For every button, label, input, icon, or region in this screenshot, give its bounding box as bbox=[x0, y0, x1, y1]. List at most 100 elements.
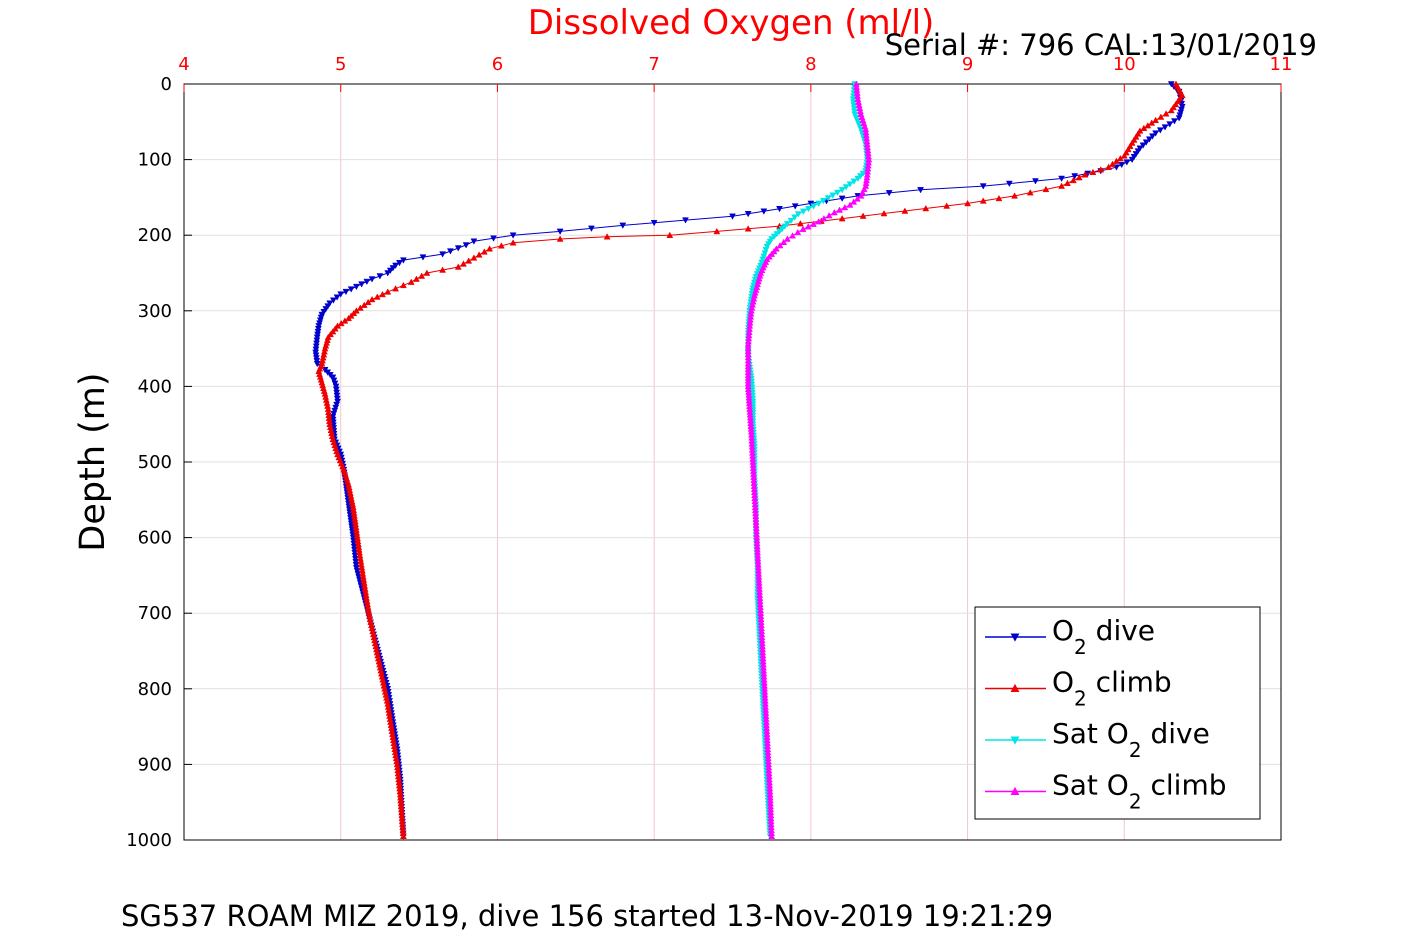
data-point bbox=[682, 217, 689, 224]
data-point bbox=[352, 562, 360, 569]
data-point bbox=[1166, 121, 1174, 128]
data-point bbox=[794, 228, 802, 236]
x-tick-label: 8 bbox=[805, 54, 816, 75]
data-point bbox=[313, 360, 321, 368]
data-point bbox=[799, 208, 807, 215]
data-point bbox=[333, 401, 341, 409]
data-point bbox=[329, 297, 337, 304]
data-point bbox=[360, 301, 368, 308]
data-point bbox=[885, 190, 893, 197]
data-point bbox=[439, 251, 446, 258]
data-point bbox=[850, 102, 858, 109]
data-point bbox=[352, 556, 359, 563]
legend-entry: Sat O2 dive bbox=[985, 717, 1210, 762]
data-point bbox=[356, 304, 364, 311]
data-point bbox=[852, 114, 860, 121]
data-point bbox=[841, 203, 849, 211]
data-point bbox=[509, 232, 517, 239]
y-tick-label: 900 bbox=[138, 754, 172, 775]
data-point bbox=[353, 568, 361, 575]
data-point bbox=[619, 222, 627, 229]
data-point bbox=[358, 281, 366, 288]
y-axis-label: Depth (m) bbox=[73, 372, 113, 551]
data-point bbox=[333, 395, 341, 403]
data-point bbox=[1058, 182, 1066, 189]
data-point bbox=[917, 187, 924, 194]
data-point bbox=[352, 565, 360, 572]
data-point bbox=[1058, 175, 1066, 183]
data-point bbox=[462, 242, 470, 249]
data-point bbox=[376, 273, 384, 280]
x-tick-label: 11 bbox=[1270, 54, 1293, 75]
data-point bbox=[787, 217, 795, 225]
data-point bbox=[407, 278, 415, 285]
data-point bbox=[588, 225, 595, 232]
data-point bbox=[760, 253, 768, 260]
legend: O2 dive O2 climb Sat O2 dive Sat O2 climb bbox=[974, 606, 1261, 820]
data-point bbox=[776, 205, 783, 213]
data-point bbox=[964, 199, 971, 207]
data-point bbox=[1081, 171, 1089, 178]
data-point bbox=[1171, 118, 1178, 125]
data-point bbox=[454, 245, 462, 252]
data-point bbox=[995, 194, 1003, 202]
data-point bbox=[922, 204, 930, 212]
data-point bbox=[486, 245, 494, 252]
data-series bbox=[312, 80, 1186, 840]
data-point bbox=[418, 272, 426, 279]
data-point bbox=[1026, 189, 1034, 196]
data-point bbox=[1140, 124, 1148, 131]
data-point bbox=[729, 213, 736, 220]
y-tick-label: 500 bbox=[138, 452, 172, 473]
series-sat-o2-climb bbox=[744, 80, 873, 839]
data-point bbox=[1142, 139, 1150, 146]
data-point bbox=[1128, 156, 1136, 164]
data-point bbox=[744, 225, 752, 232]
data-point bbox=[758, 259, 766, 266]
legend-label: O2 climb bbox=[1052, 666, 1172, 711]
data-point bbox=[851, 111, 859, 118]
data-point bbox=[603, 233, 611, 240]
data-point bbox=[342, 288, 350, 296]
data-point bbox=[373, 293, 381, 300]
y-tick-label: 800 bbox=[138, 679, 172, 700]
data-point bbox=[830, 208, 838, 216]
data-point bbox=[791, 214, 799, 221]
data-point bbox=[713, 227, 721, 235]
data-point bbox=[820, 215, 828, 222]
data-point bbox=[331, 380, 339, 387]
data-point bbox=[1064, 179, 1071, 186]
data-point bbox=[1116, 154, 1124, 162]
data-point bbox=[312, 346, 320, 353]
data-point bbox=[1113, 157, 1120, 164]
data-point bbox=[399, 832, 407, 839]
data-point bbox=[853, 195, 861, 202]
y-tick-label: 0 bbox=[161, 74, 172, 95]
data-point bbox=[979, 197, 987, 204]
data-point bbox=[1032, 178, 1039, 185]
data-point bbox=[352, 559, 360, 566]
legend-label: O2 dive bbox=[1052, 614, 1155, 659]
legend-marker bbox=[1010, 683, 1020, 692]
legend-box bbox=[974, 606, 1261, 820]
data-point bbox=[1149, 133, 1156, 140]
data-point bbox=[805, 205, 812, 213]
data-point bbox=[857, 192, 865, 199]
data-point bbox=[490, 235, 497, 242]
data-point bbox=[768, 832, 776, 839]
legend-label: Sat O2 dive bbox=[1052, 717, 1210, 762]
data-point bbox=[332, 404, 340, 412]
data-point bbox=[1089, 168, 1097, 175]
data-point bbox=[1148, 119, 1156, 126]
data-point bbox=[337, 319, 345, 327]
data-point bbox=[859, 212, 867, 219]
data-point bbox=[413, 275, 420, 282]
data-point bbox=[1071, 173, 1079, 180]
data-point bbox=[419, 254, 427, 261]
data-point bbox=[815, 200, 823, 207]
data-point bbox=[313, 340, 321, 347]
x-tick-label: 7 bbox=[648, 54, 659, 75]
x-tick-labels: 4 5 6 7 8 9 10 11 bbox=[178, 54, 1292, 75]
data-point bbox=[399, 281, 407, 289]
data-point bbox=[1042, 185, 1050, 193]
